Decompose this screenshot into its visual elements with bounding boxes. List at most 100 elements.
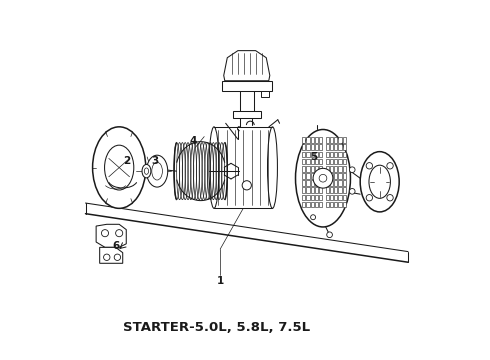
Bar — [343, 202, 346, 207]
Bar — [343, 173, 346, 179]
Bar — [339, 202, 342, 207]
Circle shape — [387, 194, 393, 201]
Bar — [334, 152, 338, 157]
Bar — [339, 187, 342, 193]
Bar — [306, 144, 310, 150]
Text: 5: 5 — [311, 152, 318, 162]
Circle shape — [313, 168, 333, 188]
Bar — [315, 187, 318, 193]
Circle shape — [311, 215, 316, 220]
Bar — [343, 180, 346, 186]
Bar — [319, 166, 322, 172]
Bar — [319, 159, 322, 165]
Bar — [330, 152, 333, 157]
Bar — [339, 194, 342, 200]
Bar — [319, 180, 322, 186]
Bar — [319, 152, 322, 157]
Bar — [326, 159, 329, 165]
Ellipse shape — [360, 152, 399, 212]
Bar — [306, 194, 310, 200]
Circle shape — [101, 230, 109, 237]
Bar — [306, 152, 310, 157]
Bar — [302, 194, 305, 200]
Bar — [315, 137, 318, 143]
Ellipse shape — [152, 162, 162, 180]
Bar — [306, 166, 310, 172]
Circle shape — [349, 167, 355, 172]
Bar — [326, 144, 329, 150]
Bar — [311, 173, 314, 179]
Bar — [306, 173, 310, 179]
Bar — [222, 81, 271, 91]
Bar — [326, 187, 329, 193]
Bar — [315, 144, 318, 150]
Bar — [311, 180, 314, 186]
Bar — [334, 159, 338, 165]
Bar — [326, 202, 329, 207]
Text: 4: 4 — [190, 136, 197, 146]
Bar — [306, 202, 310, 207]
Bar — [326, 180, 329, 186]
Bar — [334, 194, 338, 200]
Circle shape — [327, 232, 332, 238]
Bar — [330, 144, 333, 150]
Text: 6: 6 — [112, 240, 119, 251]
Bar — [339, 159, 342, 165]
Bar — [311, 152, 314, 157]
Bar — [330, 180, 333, 186]
Circle shape — [387, 163, 393, 169]
Bar — [302, 166, 305, 172]
Bar — [343, 137, 346, 143]
Bar — [334, 166, 338, 172]
Bar — [330, 173, 333, 179]
Bar — [302, 173, 305, 179]
Bar — [330, 202, 333, 207]
Bar — [334, 173, 338, 179]
Bar — [343, 166, 346, 172]
Bar — [330, 166, 333, 172]
Ellipse shape — [209, 127, 219, 208]
Bar — [315, 166, 318, 172]
Bar — [334, 180, 338, 186]
Bar — [319, 187, 322, 193]
Bar — [326, 194, 329, 200]
Text: 3: 3 — [151, 156, 158, 166]
Ellipse shape — [369, 165, 391, 198]
Bar — [343, 152, 346, 157]
Bar — [311, 187, 314, 193]
Bar — [315, 152, 318, 157]
Bar — [330, 187, 333, 193]
Circle shape — [116, 230, 122, 237]
Circle shape — [319, 174, 327, 182]
Bar — [315, 202, 318, 207]
Bar — [315, 159, 318, 165]
Ellipse shape — [93, 127, 146, 208]
Bar — [311, 194, 314, 200]
Bar — [315, 173, 318, 179]
Bar — [315, 194, 318, 200]
Bar — [306, 159, 310, 165]
Bar — [339, 166, 342, 172]
Ellipse shape — [268, 127, 277, 208]
Bar — [334, 202, 338, 207]
Bar — [261, 91, 269, 97]
Bar — [315, 180, 318, 186]
Circle shape — [114, 254, 121, 260]
Circle shape — [242, 181, 251, 190]
Bar — [306, 137, 310, 143]
Bar — [311, 166, 314, 172]
Ellipse shape — [104, 145, 134, 190]
Ellipse shape — [147, 155, 168, 187]
Polygon shape — [99, 247, 122, 263]
Bar — [319, 194, 322, 200]
Bar — [339, 180, 342, 186]
Bar — [233, 111, 261, 118]
Circle shape — [103, 254, 110, 260]
Bar — [311, 137, 314, 143]
Bar — [339, 173, 342, 179]
Bar — [334, 144, 338, 150]
Bar — [306, 180, 310, 186]
Text: 2: 2 — [122, 156, 130, 166]
Bar — [343, 187, 346, 193]
Bar — [306, 187, 310, 193]
